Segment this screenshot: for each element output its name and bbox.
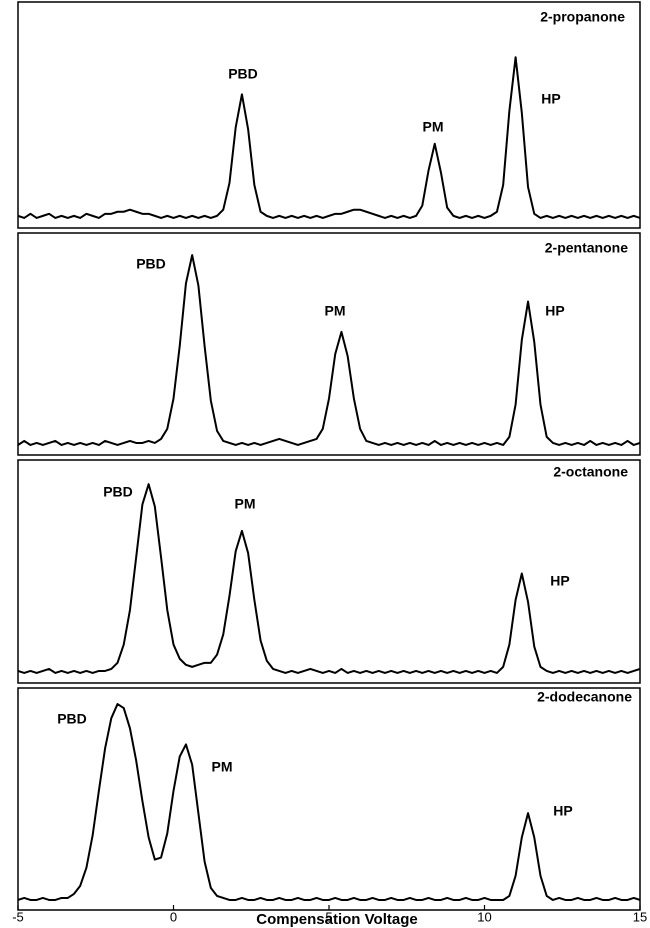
peak-label: HP xyxy=(541,91,560,107)
x-tick-label: 15 xyxy=(633,909,647,924)
spectrum-line xyxy=(18,57,640,218)
spectrum-line xyxy=(18,704,640,900)
peak-label: HP xyxy=(545,303,564,319)
peak-label: PBD xyxy=(136,256,166,272)
peak-label: HP xyxy=(553,803,572,819)
peak-label: PBD xyxy=(57,711,87,727)
peak-label: HP xyxy=(550,573,569,589)
spectrum-line xyxy=(18,255,640,445)
x-tick-label: 10 xyxy=(477,909,491,924)
peak-label: PM xyxy=(235,496,256,512)
panel-frame xyxy=(18,233,640,455)
panel-title: 2-propanone xyxy=(540,9,625,25)
panel-title: 2-octanone xyxy=(553,464,628,480)
panel-title: 2-dodecanone xyxy=(537,689,632,705)
panel-frame xyxy=(18,2,640,228)
peak-label: PM xyxy=(212,759,233,775)
peak-label: PBD xyxy=(228,66,258,82)
x-axis-label: Compensation Voltage xyxy=(256,911,417,928)
peak-label: PM xyxy=(423,119,444,135)
peak-label: PBD xyxy=(103,484,133,500)
peak-label: PM xyxy=(325,303,346,319)
x-tick-label: 0 xyxy=(170,909,177,924)
x-tick-label: -5 xyxy=(12,909,24,924)
panel-title: 2-pentanone xyxy=(545,240,628,256)
spectrum-line xyxy=(18,484,640,673)
